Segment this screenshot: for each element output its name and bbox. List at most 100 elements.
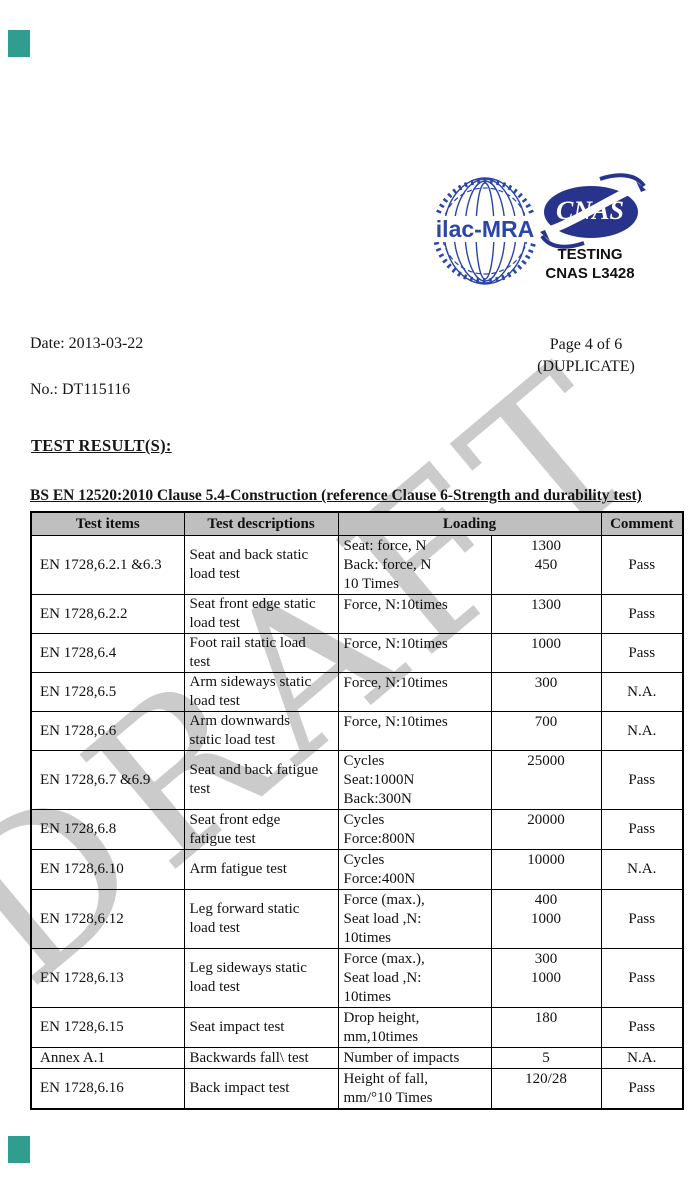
ilac-mra-logo-icon: ilac-MRA bbox=[431, 177, 539, 285]
cnas-logo-icon: CNAS bbox=[535, 173, 652, 249]
page-info: Page 4 of 6 (DUPLICATE) bbox=[486, 334, 686, 378]
test-item-cell: Annex A.1 bbox=[30, 1047, 185, 1069]
loading-description-cell: Force, N:10times bbox=[337, 672, 492, 712]
test-description-cell: Seat and back fatigue test bbox=[183, 750, 339, 810]
loading-value-cell: 120/28 bbox=[490, 1068, 602, 1110]
table-row: EN 1728,6.12 Leg forward static load tes… bbox=[30, 889, 684, 949]
loading-description-cell: Force, N:10times bbox=[337, 633, 492, 673]
test-description-cell: Seat front edge fatigue test bbox=[183, 809, 339, 850]
test-item-cell: EN 1728,6.2.2 bbox=[30, 594, 185, 634]
test-description-cell: Arm fatigue test bbox=[183, 849, 339, 890]
table-row: EN 1728,6.8 Seat front edge fatigue test… bbox=[30, 809, 684, 850]
test-description-cell: Seat front edge static load test bbox=[183, 594, 339, 634]
test-results-table: Test items Test descriptions Loading Com… bbox=[30, 511, 685, 1110]
page-number: Page 4 of 6 bbox=[549, 336, 623, 353]
loading-value-cell: 300 1000 bbox=[490, 948, 602, 1008]
ilac-mra-label: ilac-MRA bbox=[436, 216, 534, 242]
table-row: EN 1728,6.13 Leg sideways static load te… bbox=[30, 948, 684, 1008]
test-description-cell: Back impact test bbox=[183, 1068, 339, 1110]
loading-value-cell: 5 bbox=[490, 1047, 602, 1069]
test-item-cell: EN 1728,6.16 bbox=[30, 1068, 185, 1110]
header-test-descriptions: Test descriptions bbox=[183, 511, 339, 536]
table-row: EN 1728,6.2.1 &6.3 Seat and back static … bbox=[30, 535, 684, 595]
table-row: EN 1728,6.2.2 Seat front edge static loa… bbox=[30, 594, 684, 634]
test-description-cell: Leg forward static load test bbox=[183, 889, 339, 949]
test-description-cell: Foot rail static load test bbox=[183, 633, 339, 673]
loading-description-cell: Cycles Force:800N bbox=[337, 809, 492, 850]
loading-value-cell: 700 bbox=[490, 711, 602, 751]
accreditation-number: CNAS L3428 bbox=[545, 265, 635, 282]
loading-description-cell: Seat: force, N Back: force, N 10 Times bbox=[337, 535, 492, 595]
comment-cell: Pass bbox=[600, 1068, 684, 1110]
table-row: EN 1728,6.16 Back impact test Height of … bbox=[30, 1068, 684, 1110]
duplicate-label: (DUPLICATE) bbox=[537, 358, 635, 375]
loading-value-cell: 10000 bbox=[490, 849, 602, 890]
header-loading: Loading bbox=[337, 511, 602, 536]
comment-cell: N.A. bbox=[600, 711, 684, 751]
comment-cell: Pass bbox=[600, 1007, 684, 1048]
loading-description-cell: Cycles Force:400N bbox=[337, 849, 492, 890]
comment-cell: N.A. bbox=[600, 1047, 684, 1069]
table-row: EN 1728,6.10 Arm fatigue test Cycles For… bbox=[30, 849, 684, 890]
loading-value-cell: 20000 bbox=[490, 809, 602, 850]
test-item-cell: EN 1728,6.6 bbox=[30, 711, 185, 751]
table-header-row: Test items Test descriptions Loading Com… bbox=[30, 511, 684, 536]
comment-cell: N.A. bbox=[600, 672, 684, 712]
loading-description-cell: Cycles Seat:1000N Back:300N bbox=[337, 750, 492, 810]
table-row: EN 1728,6.7 &6.9 Seat and back fatigue t… bbox=[30, 750, 684, 810]
loading-value-cell: 1300 bbox=[490, 594, 602, 634]
test-description-cell: Seat and back static load test bbox=[183, 535, 339, 595]
test-item-cell: EN 1728,6.7 &6.9 bbox=[30, 750, 185, 810]
test-item-cell: EN 1728,6.4 bbox=[30, 633, 185, 673]
test-description-cell: Seat impact test bbox=[183, 1007, 339, 1048]
loading-value-cell: 25000 bbox=[490, 750, 602, 810]
cnas-label: CNAS bbox=[556, 196, 624, 225]
test-item-cell: EN 1728,6.5 bbox=[30, 672, 185, 712]
test-item-cell: EN 1728,6.10 bbox=[30, 849, 185, 890]
test-description-cell: Backwards fall\ test bbox=[183, 1047, 339, 1069]
header-comment: Comment bbox=[600, 511, 684, 536]
table-row: EN 1728,6.5 Arm sideways static load tes… bbox=[30, 672, 684, 712]
table-row: EN 1728,6.15 Seat impact test Drop heigh… bbox=[30, 1007, 684, 1048]
loading-value-cell: 180 bbox=[490, 1007, 602, 1048]
loading-description-cell: Height of fall, mm/°10 Times bbox=[337, 1068, 492, 1110]
table-row: EN 1728,6.4 Foot rail static load test F… bbox=[30, 633, 684, 673]
test-item-cell: EN 1728,6.2.1 &6.3 bbox=[30, 535, 185, 595]
loading-description-cell: Force (max.), Seat load ,N: 10times bbox=[337, 948, 492, 1008]
table-title: BS EN 12520:2010 Clause 5.4-Construction… bbox=[30, 487, 642, 504]
loading-value-cell: 1000 bbox=[490, 633, 602, 673]
comment-cell: Pass bbox=[600, 809, 684, 850]
color-calibration-mark-bottom bbox=[8, 1136, 30, 1163]
comment-cell: Pass bbox=[600, 750, 684, 810]
loading-value-cell: 400 1000 bbox=[490, 889, 602, 949]
cnas-caption: TESTING CNAS L3428 bbox=[510, 245, 670, 283]
comment-cell: Pass bbox=[600, 889, 684, 949]
test-description-cell: Arm downwards static load test bbox=[183, 711, 339, 751]
table-row: Annex A.1 Backwards fall\ test Number of… bbox=[30, 1047, 684, 1069]
loading-description-cell: Drop height, mm,10times bbox=[337, 1007, 492, 1048]
comment-cell: Pass bbox=[600, 535, 684, 595]
testing-label: TESTING bbox=[557, 246, 623, 263]
test-item-cell: EN 1728,6.15 bbox=[30, 1007, 185, 1048]
loading-description-cell: Force (max.), Seat load ,N: 10times bbox=[337, 889, 492, 949]
test-item-cell: EN 1728,6.8 bbox=[30, 809, 185, 850]
comment-cell: Pass bbox=[600, 633, 684, 673]
loading-value-cell: 300 bbox=[490, 672, 602, 712]
loading-description-cell: Force, N:10times bbox=[337, 711, 492, 751]
section-heading: TEST RESULT(S): bbox=[31, 436, 172, 455]
comment-cell: Pass bbox=[600, 594, 684, 634]
test-item-cell: EN 1728,6.13 bbox=[30, 948, 185, 1008]
table-row: EN 1728,6.6 Arm downwards static load te… bbox=[30, 711, 684, 751]
test-description-cell: Arm sideways static load test bbox=[183, 672, 339, 712]
loading-description-cell: Force, N:10times bbox=[337, 594, 492, 634]
color-calibration-mark-top bbox=[8, 30, 30, 57]
comment-cell: N.A. bbox=[600, 849, 684, 890]
report-number: No.: DT115116 bbox=[30, 381, 131, 398]
header-test-items: Test items bbox=[30, 511, 185, 536]
loading-value-cell: 1300 450 bbox=[490, 535, 602, 595]
comment-cell: Pass bbox=[600, 948, 684, 1008]
test-item-cell: EN 1728,6.12 bbox=[30, 889, 185, 949]
test-description-cell: Leg sideways static load test bbox=[183, 948, 339, 1008]
report-date: Date: 2013-03-22 bbox=[30, 335, 144, 352]
